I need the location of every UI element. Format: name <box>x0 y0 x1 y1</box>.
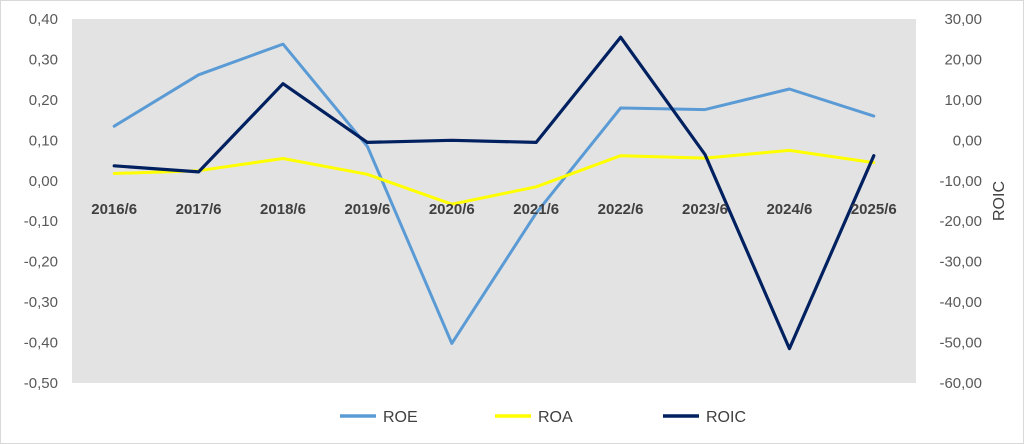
series-line-roe <box>112 42 876 345</box>
right-tick-label: -20,00 <box>939 213 982 230</box>
right-tick-label: -10,00 <box>939 173 982 190</box>
right-tick-label: -50,00 <box>939 335 982 352</box>
left-tick-label: 0,10 <box>29 132 58 149</box>
category-label: 2016/6 <box>91 201 137 218</box>
right-axis-ticks: 30,00 20,00 10,00 0,00 -10,00 -20,00 -30,00 -40… <box>939 11 982 392</box>
right-tick-label: -40,00 <box>939 294 982 311</box>
category-label: 2019/6 <box>344 201 390 218</box>
category-label: 2024/6 <box>766 201 812 218</box>
series-line-roa <box>112 148 876 206</box>
right-tick-label: -30,00 <box>939 254 982 271</box>
right-tick-label: 20,00 <box>944 51 982 68</box>
left-tick-label: -0,50 <box>24 375 58 392</box>
left-tick-label: 0,40 <box>29 11 58 28</box>
category-label: 2023/6 <box>682 201 728 218</box>
category-label: 2017/6 <box>176 201 222 218</box>
series-line-roic <box>112 35 876 351</box>
category-label: 2020/6 <box>429 201 475 218</box>
left-tick-label: -0,40 <box>24 335 58 352</box>
category-label: 2021/6 <box>513 201 559 218</box>
left-tick-label: -0,20 <box>24 254 58 271</box>
plot-area <box>72 19 916 383</box>
right-axis-title: ROIC <box>991 181 1008 221</box>
left-tick-label: -0,30 <box>24 294 58 311</box>
legend-label-roa: ROA <box>538 409 573 426</box>
category-label: 2022/6 <box>598 201 644 218</box>
left-tick-label: -0,10 <box>24 213 58 230</box>
legend: ROE ROA ROIC <box>340 409 746 426</box>
category-label: 2025/6 <box>851 201 897 218</box>
left-axis-ticks: 0,40 0,30 0,20 0,10 0,00 -0,10 -0,20 -0,30 -0,40… <box>24 11 58 392</box>
right-tick-label: -60,00 <box>939 375 982 392</box>
legend-label-roic: ROIC <box>706 409 746 426</box>
right-tick-label: 10,00 <box>944 92 982 109</box>
category-labels: 2016/6 2017/6 2018/6 2019/6 2020/6 2021/6 2022… <box>91 201 896 218</box>
left-tick-label: 0,20 <box>29 92 58 109</box>
left-tick-label: 0,00 <box>29 173 58 190</box>
right-tick-label: 0,00 <box>953 132 982 149</box>
series-lines <box>112 35 876 351</box>
left-tick-label: 0,30 <box>29 51 58 68</box>
legend-label-roe: ROE <box>383 409 418 426</box>
right-tick-label: 30,00 <box>944 11 982 28</box>
category-label: 2018/6 <box>260 201 306 218</box>
